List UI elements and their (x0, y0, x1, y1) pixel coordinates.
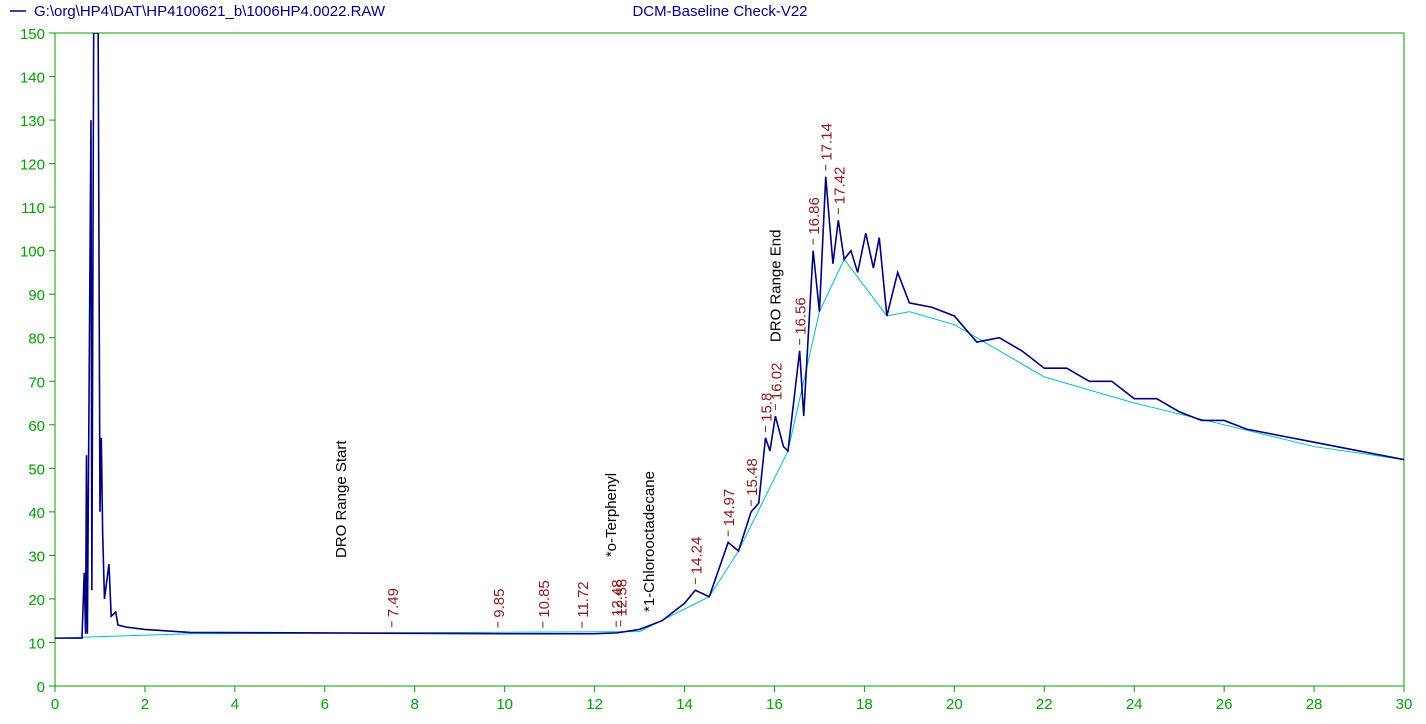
peak-label: 7.49 (385, 588, 402, 617)
y-tick-label: 120 (20, 157, 45, 174)
x-tick-label: 22 (1036, 696, 1053, 713)
x-tick-label: 16 (766, 696, 783, 713)
legend-label: G:\org\HP4\DAT\HP4100621_b\1006HP4.0022.… (34, 3, 386, 20)
y-tick-label: 80 (28, 331, 45, 348)
x-tick-label: 8 (411, 696, 419, 713)
x-tick-label: 24 (1126, 696, 1143, 713)
x-tick-label: 28 (1306, 696, 1323, 713)
y-tick-label: 30 (28, 548, 45, 565)
peak-label: 15.8 (758, 393, 775, 422)
y-tick-label: 40 (28, 505, 45, 522)
y-tick-label: 100 (20, 244, 45, 261)
peak-label: 9.85 (491, 589, 508, 618)
x-tick-label: 4 (231, 696, 239, 713)
x-tick-label: 20 (946, 696, 963, 713)
peak-label: 16.56 (793, 297, 810, 335)
peak-label: 12.58 (614, 579, 631, 617)
annotation: *1-Chlorooctadecane (641, 471, 658, 612)
x-tick-label: 14 (676, 696, 693, 713)
y-tick-label: 130 (20, 113, 45, 130)
y-tick-label: 70 (28, 374, 45, 391)
y-tick-label: 50 (28, 461, 45, 478)
peak-label: 12.48 (609, 579, 626, 617)
y-tick-label: 10 (28, 635, 45, 652)
peak-label: 16.02 (768, 363, 785, 401)
plot-frame (54, 32, 1405, 687)
y-tick-label: 140 (20, 70, 45, 87)
peak-label: 14.97 (721, 489, 738, 527)
trace (55, 33, 1404, 639)
y-tick-label: 150 (20, 26, 45, 43)
peak-label: 15.48 (744, 458, 761, 496)
y-tick-label: 0 (37, 679, 45, 696)
x-tick-label: 6 (321, 696, 329, 713)
x-tick-label: 10 (496, 696, 513, 713)
annotation: DRO Range Start (333, 440, 350, 558)
annotation: DRO Range End (767, 230, 784, 343)
y-tick-label: 90 (28, 287, 45, 304)
y-tick-label: 110 (21, 200, 45, 217)
x-tick-label: 2 (141, 696, 149, 713)
chart-title: DCM-Baseline Check-V22 (632, 3, 807, 20)
x-tick-label: 0 (51, 696, 59, 713)
annotation: *o-Terphenyl (603, 473, 620, 557)
peak-label: 17.14 (819, 123, 836, 161)
x-tick-label: 30 (1396, 696, 1413, 713)
y-tick-label: 60 (28, 418, 45, 435)
peak-label: 11.72 (575, 581, 592, 617)
x-tick-label: 12 (586, 696, 603, 713)
peak-label: 10.85 (536, 580, 553, 618)
peak-label: 17.42 (831, 167, 848, 205)
x-tick-label: 26 (1216, 696, 1233, 713)
x-tick-label: 18 (856, 696, 873, 713)
y-tick-label: 20 (28, 592, 45, 609)
peak-label: 14.24 (688, 537, 705, 575)
peak-label: 16.86 (806, 197, 823, 235)
trace (55, 258, 1404, 639)
